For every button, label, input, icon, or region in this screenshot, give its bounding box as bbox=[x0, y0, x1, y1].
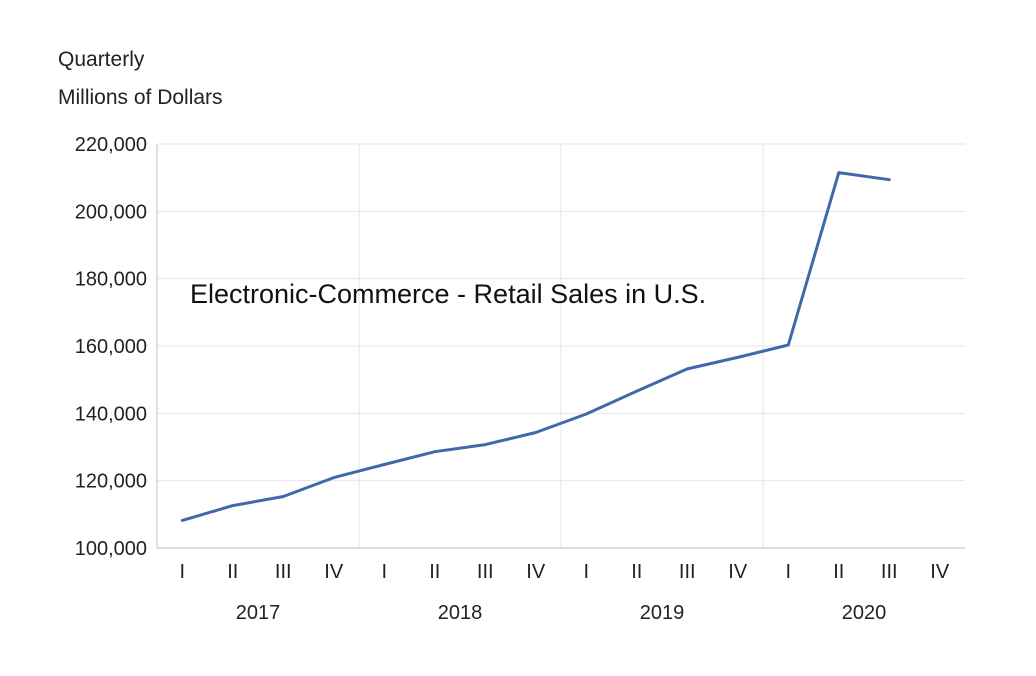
x-tick-label: I bbox=[179, 561, 185, 583]
x-tick-label: II bbox=[631, 561, 642, 583]
y-tick-label: 120,000 bbox=[75, 471, 147, 493]
x-tick-label: IV bbox=[324, 561, 344, 583]
series-line bbox=[180, 171, 891, 522]
x-tick-label: III bbox=[275, 561, 292, 583]
axes bbox=[156, 144, 965, 549]
x-tick-label: III bbox=[679, 561, 696, 583]
chart-title: Electronic-Commerce - Retail Sales in U.… bbox=[190, 279, 706, 309]
year-label: 2020 bbox=[842, 602, 887, 624]
x-tick-label: I bbox=[785, 561, 791, 583]
x-tick-label: I bbox=[583, 561, 589, 583]
x-tick-label: III bbox=[477, 561, 494, 583]
x-tick-label: I bbox=[381, 561, 387, 583]
y-tick-label: 140,000 bbox=[75, 403, 147, 425]
series-group bbox=[180, 171, 891, 522]
x-tick-label: IV bbox=[728, 561, 748, 583]
x-tick-label: II bbox=[429, 561, 440, 583]
x-tick-label: II bbox=[227, 561, 238, 583]
y-unit-label-units: Millions of Dollars bbox=[58, 86, 223, 109]
y-tick-label: 220,000 bbox=[75, 134, 147, 156]
x-tick-label: III bbox=[881, 561, 898, 583]
y-tick-label: 200,000 bbox=[75, 201, 147, 223]
year-label: 2019 bbox=[640, 602, 685, 624]
y-unit-label-period: Quarterly bbox=[58, 48, 145, 71]
year-labels: 2017 2018 2019 2020 bbox=[236, 602, 887, 624]
x-tick-label: IV bbox=[930, 561, 950, 583]
year-label: 2017 bbox=[236, 602, 281, 624]
y-tick-label: 160,000 bbox=[75, 336, 147, 358]
x-tick-label: II bbox=[833, 561, 844, 583]
x-tick-label: IV bbox=[526, 561, 546, 583]
year-label: 2018 bbox=[438, 602, 483, 624]
y-tick-label: 180,000 bbox=[75, 269, 147, 291]
y-tick-label: 100,000 bbox=[75, 538, 147, 560]
grid-lines bbox=[157, 143, 965, 548]
y-tick-labels: 100,000 120,000 140,000 160,000 180,000 200,0… bbox=[75, 134, 147, 560]
x-tick-labels: I II III IV I II III IV I II III IV I II III IV bbox=[179, 561, 949, 583]
